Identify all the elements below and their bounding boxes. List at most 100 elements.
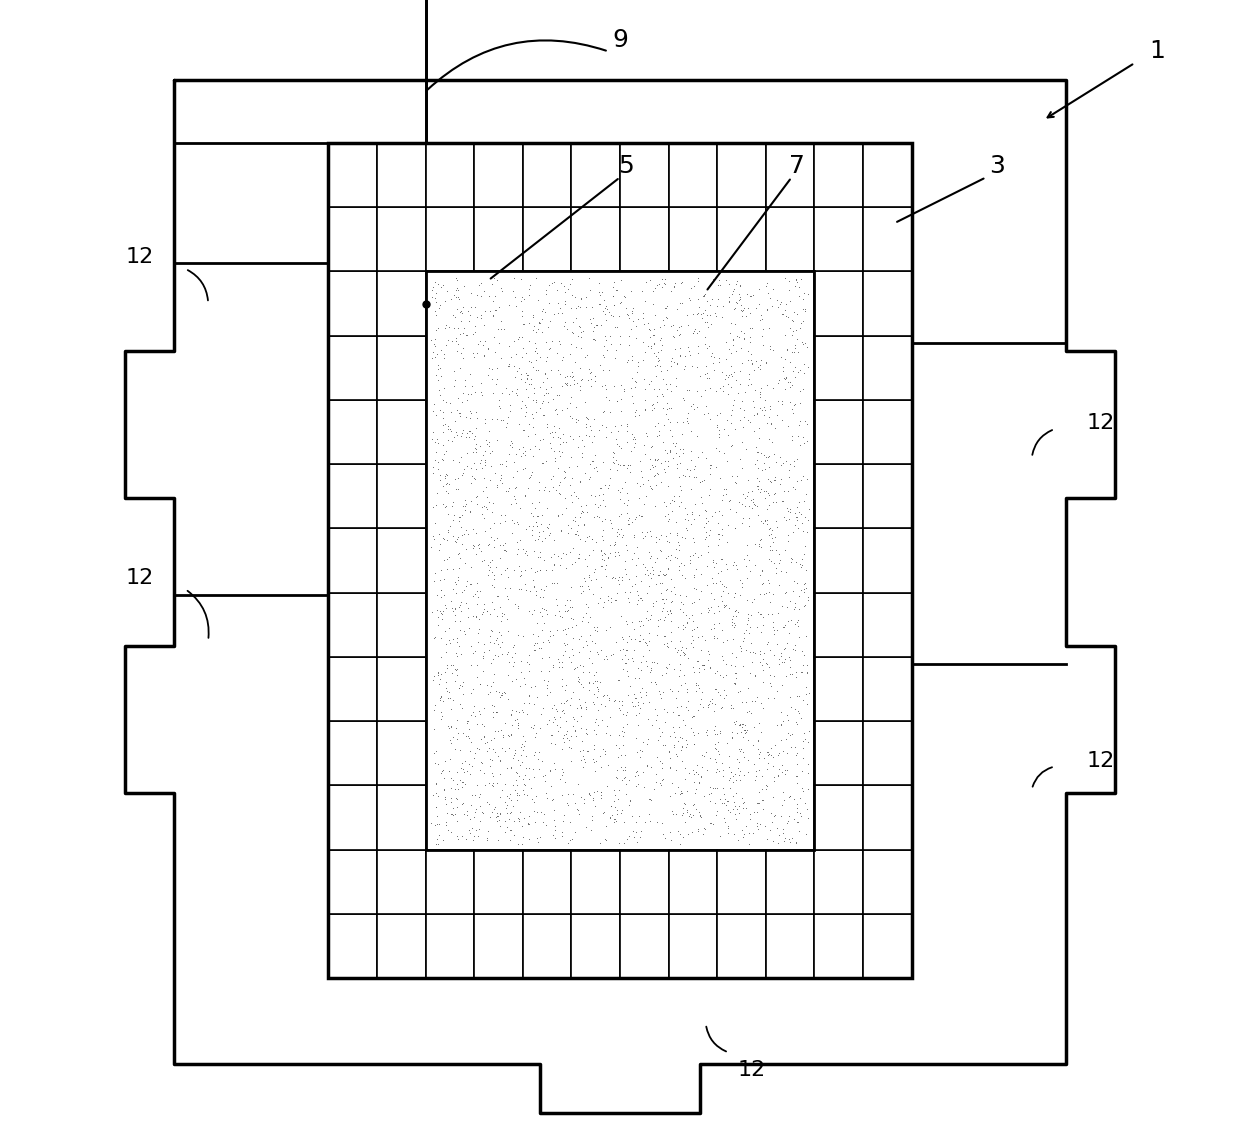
Point <box>668 732 688 750</box>
Point <box>507 331 527 349</box>
Point <box>466 668 486 686</box>
Point <box>652 771 672 789</box>
Point <box>593 403 613 421</box>
Point <box>582 530 601 548</box>
Point <box>799 500 818 518</box>
Point <box>792 312 812 331</box>
Point <box>577 595 596 613</box>
Point <box>467 633 487 651</box>
Point <box>627 765 647 784</box>
Point <box>771 644 791 662</box>
Point <box>683 725 703 744</box>
Point <box>688 678 708 697</box>
Point <box>595 545 615 563</box>
Point <box>653 683 673 701</box>
Point <box>543 467 563 485</box>
Point <box>461 656 481 674</box>
Point <box>456 802 476 820</box>
Point <box>787 799 807 817</box>
Point <box>529 493 549 511</box>
Point <box>446 269 466 287</box>
Point <box>466 308 486 326</box>
Point <box>582 378 601 396</box>
Point <box>575 550 595 569</box>
Bar <box>717 850 766 914</box>
Point <box>683 761 703 779</box>
Point <box>697 575 717 594</box>
Point <box>785 636 805 654</box>
Point <box>572 718 591 737</box>
Point <box>445 412 465 430</box>
Point <box>532 599 552 618</box>
Point <box>790 394 810 412</box>
Point <box>761 605 781 623</box>
Point <box>683 304 703 323</box>
Point <box>525 384 544 403</box>
Point <box>435 414 455 432</box>
Point <box>688 343 708 362</box>
Point <box>429 360 449 379</box>
Point <box>454 773 474 792</box>
Point <box>791 779 811 797</box>
Point <box>753 575 773 594</box>
Point <box>460 765 480 784</box>
Point <box>776 730 796 748</box>
Point <box>618 505 637 523</box>
Point <box>770 295 790 313</box>
Point <box>671 275 691 293</box>
Point <box>443 599 463 618</box>
Point <box>787 427 807 445</box>
Point <box>480 470 500 488</box>
Point <box>575 464 595 483</box>
Point <box>691 808 711 826</box>
Point <box>583 297 603 316</box>
Point <box>453 698 472 716</box>
Bar <box>572 143 620 207</box>
Point <box>587 533 606 551</box>
Point <box>489 587 508 605</box>
Point <box>678 467 698 485</box>
Point <box>600 327 620 345</box>
Point <box>713 297 733 316</box>
Point <box>677 614 697 633</box>
Point <box>512 817 532 835</box>
Point <box>487 431 507 450</box>
Point <box>570 381 590 399</box>
Point <box>629 693 649 712</box>
Point <box>718 583 738 602</box>
Point <box>534 364 554 382</box>
Point <box>655 736 675 754</box>
Point <box>689 589 709 607</box>
Point <box>567 712 587 730</box>
Point <box>732 494 751 513</box>
Point <box>433 276 453 294</box>
Point <box>746 688 766 706</box>
Point <box>684 734 704 753</box>
Point <box>769 374 789 392</box>
Point <box>505 812 525 831</box>
Point <box>432 709 451 728</box>
Point <box>456 456 476 475</box>
Point <box>724 363 744 381</box>
Point <box>423 287 443 305</box>
Point <box>466 739 486 757</box>
Point <box>652 760 672 778</box>
Point <box>776 563 796 581</box>
Point <box>451 593 471 611</box>
Point <box>784 303 804 321</box>
Point <box>599 360 619 379</box>
Point <box>527 323 547 341</box>
Point <box>730 450 750 468</box>
Point <box>470 454 490 472</box>
Point <box>611 293 631 311</box>
Point <box>671 476 691 494</box>
Point <box>495 579 515 597</box>
Point <box>682 807 702 825</box>
Point <box>480 627 500 645</box>
Point <box>604 296 624 315</box>
Point <box>776 452 796 470</box>
Point <box>737 693 756 712</box>
Point <box>498 725 518 744</box>
Point <box>637 611 657 629</box>
Point <box>743 490 763 508</box>
